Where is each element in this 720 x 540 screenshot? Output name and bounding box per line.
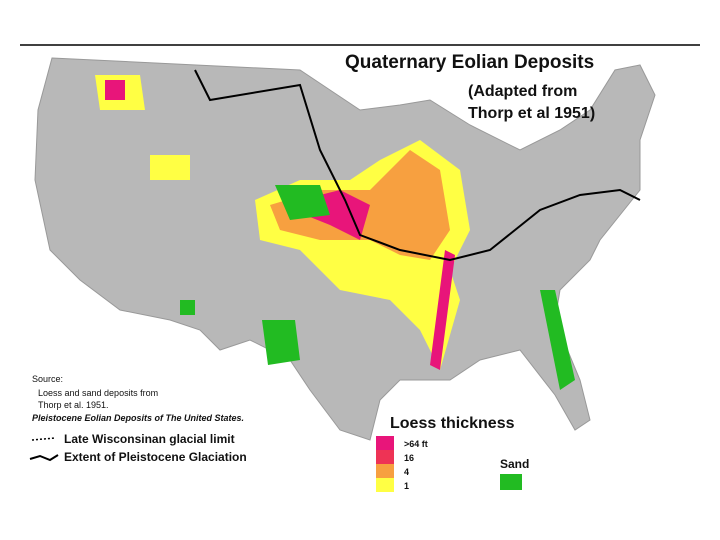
loess-red-nw <box>105 80 125 100</box>
loess-legend-title: Loess thickness <box>390 415 515 432</box>
legend-dashed-line <box>31 437 56 441</box>
sand-patches <box>180 185 575 390</box>
source-heading: Source: <box>32 374 63 384</box>
legend-solid-line <box>29 454 59 462</box>
loess-label: >64 ft <box>404 439 428 449</box>
loess-swatch <box>376 478 394 492</box>
loess-swatch <box>376 436 394 450</box>
sand-label: Sand <box>500 457 529 471</box>
legend-label: Late Wisconsinan glacial limit <box>64 432 235 446</box>
loess-label: 16 <box>404 453 414 463</box>
source-citation: Pleistocene Eolian Deposits of The Unite… <box>32 413 244 423</box>
title: Quaternary Eolian Deposits <box>345 52 594 73</box>
loess-yellow-nw <box>95 75 190 180</box>
loess-swatch <box>376 450 394 464</box>
subtitle: Thorp et al 1951) <box>468 105 595 122</box>
loess-label: 4 <box>404 467 409 477</box>
source-line: Thorp et al. 1951. <box>38 400 109 410</box>
subtitle: (Adapted from <box>468 83 577 100</box>
loess-swatch <box>376 464 394 478</box>
loess-label: 1 <box>404 481 409 491</box>
glacial-limit <box>194 69 641 262</box>
sand-swatch <box>500 474 522 490</box>
source-line: Loess and sand deposits from <box>38 388 158 398</box>
legend-label: Extent of Pleistocene Glaciation <box>64 450 247 464</box>
